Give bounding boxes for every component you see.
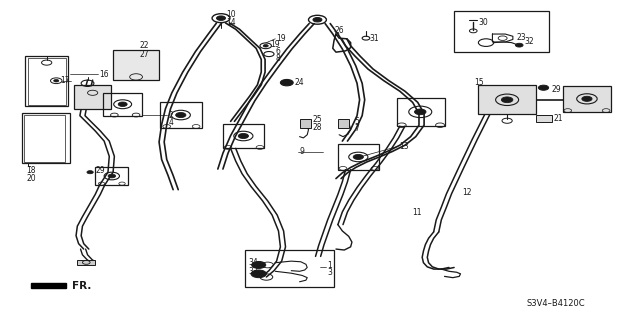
Text: 7: 7 [355,124,360,133]
Circle shape [280,79,293,86]
Text: 9: 9 [300,147,305,156]
Bar [338,120,349,128]
Circle shape [251,270,266,278]
Text: 6: 6 [275,47,280,56]
Text: 2: 2 [169,111,173,120]
Text: 20: 20 [26,174,36,183]
Bar [22,114,70,163]
Text: 34: 34 [248,258,258,267]
Bar [536,115,552,122]
Bar [77,260,95,265]
Polygon shape [31,283,67,288]
Circle shape [175,113,186,118]
Text: S3V4–B4120C: S3V4–B4120C [527,299,586,308]
Bar [397,98,445,126]
Text: 32: 32 [524,38,534,47]
Text: 26: 26 [334,26,344,35]
Circle shape [216,16,225,20]
Circle shape [238,133,248,138]
Circle shape [582,96,592,101]
Text: 25: 25 [312,115,322,124]
Circle shape [87,171,93,174]
Text: 19: 19 [270,40,280,49]
Circle shape [263,45,268,47]
Text: 8: 8 [275,54,280,63]
Bar [478,85,536,115]
Circle shape [313,18,322,22]
Text: 24: 24 [294,78,304,87]
Circle shape [501,97,513,103]
Bar [113,50,159,80]
Bar [28,58,66,105]
Circle shape [108,174,116,178]
Text: 29: 29 [95,166,105,175]
Circle shape [353,154,364,160]
Text: 15: 15 [474,78,484,87]
Circle shape [538,85,548,90]
Text: 22: 22 [140,41,149,50]
Text: 5: 5 [355,117,360,126]
Text: 31: 31 [370,34,380,43]
Text: 14: 14 [226,18,236,27]
Circle shape [118,102,127,107]
Circle shape [54,79,59,82]
Text: 19: 19 [276,34,286,43]
Text: 23: 23 [516,33,526,42]
Text: 21: 21 [553,114,563,123]
Bar [25,56,68,106]
Circle shape [252,262,266,269]
Text: 18: 18 [26,166,36,175]
Bar [338,144,380,170]
Text: 27: 27 [140,50,150,59]
Bar [244,250,334,287]
Text: 10: 10 [226,10,236,19]
Bar [563,86,611,112]
Text: 3: 3 [328,268,333,277]
Text: 16: 16 [100,70,109,79]
Text: 28: 28 [312,123,322,132]
Text: 33: 33 [248,267,258,276]
Text: 12: 12 [462,188,471,197]
Bar [300,120,311,128]
Bar [74,85,111,109]
Bar [161,102,202,128]
Text: 1: 1 [328,261,332,271]
Bar [95,167,129,185]
Text: 4: 4 [169,117,173,127]
Bar [454,11,548,52]
Bar [103,93,143,116]
Text: 30: 30 [478,19,488,27]
Circle shape [415,109,426,115]
Bar [24,115,65,162]
Text: 11: 11 [412,208,422,217]
Text: 29: 29 [551,85,561,94]
Bar [223,123,264,148]
Text: 13: 13 [399,142,409,151]
Text: 17: 17 [60,76,70,85]
Text: FR.: FR. [72,281,92,291]
Circle shape [515,43,523,47]
